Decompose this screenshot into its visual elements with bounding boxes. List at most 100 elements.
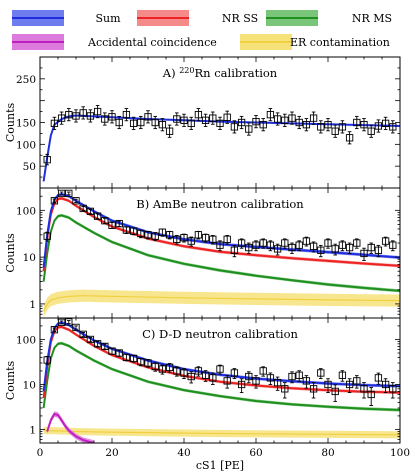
data-marker (50, 326, 59, 334)
data-point (259, 366, 267, 377)
data-marker (115, 349, 123, 357)
y-tick-label: 250 (16, 74, 36, 86)
x-axis-label: cS1 [PE] (196, 459, 244, 472)
data-point (216, 364, 224, 375)
data-point (165, 230, 174, 240)
data-point (173, 112, 181, 126)
data-point (93, 212, 102, 220)
data-point (65, 318, 73, 326)
data-point (288, 242, 296, 254)
data-marker (201, 371, 210, 379)
series-line-nrms (42, 342, 400, 411)
data-point (331, 384, 339, 402)
data-marker (252, 377, 260, 385)
data-point (259, 238, 267, 249)
data-marker (79, 204, 87, 213)
data-point (57, 318, 66, 327)
data-point (209, 111, 217, 125)
data-marker (273, 245, 282, 253)
data-point (237, 238, 246, 249)
data-point (144, 110, 152, 124)
y-axis-label: Counts (4, 361, 17, 401)
panel-rn-calibration: 50 100 150 250 Counts A) 220Rn calibration (4, 56, 401, 189)
y-tick-label: 100 (16, 205, 36, 217)
data-marker (281, 116, 289, 124)
data-point (50, 197, 59, 205)
data-point (230, 120, 239, 134)
data-marker (317, 123, 325, 131)
data-point (50, 116, 59, 130)
data-point (324, 238, 332, 249)
data-point (331, 124, 339, 138)
data-marker (259, 367, 267, 375)
data-marker (309, 385, 318, 393)
y-ticks: 50 100 150 250 (16, 56, 400, 189)
data-marker (86, 112, 95, 120)
data-marker (57, 318, 66, 327)
data-marker (295, 118, 303, 127)
data-point (281, 238, 289, 249)
data-marker (165, 231, 174, 239)
panel-dd-calibration: 1 10 100 Counts C) D-D neutron calibration 0 2… (4, 317, 410, 459)
data-point (266, 240, 275, 252)
data-point (43, 355, 51, 365)
data-point (389, 382, 397, 399)
data-marker (389, 241, 397, 249)
legend-label: ER contamination (290, 36, 390, 49)
data-marker (194, 110, 203, 119)
data-marker (79, 330, 87, 338)
data-point (79, 330, 87, 338)
data-point (151, 232, 159, 242)
y-axis-label: Counts (4, 103, 17, 143)
data-point (302, 375, 311, 389)
data-point (129, 227, 138, 236)
legend-label: Sum (95, 12, 121, 25)
data-marker (381, 237, 390, 245)
plot-area (42, 318, 400, 443)
data-marker (389, 123, 397, 131)
data-marker (338, 371, 347, 379)
series-band-nrms (43, 341, 400, 412)
x-tick-label: 60 (249, 447, 262, 459)
data-point (252, 375, 260, 389)
y-tick-label: 150 (16, 118, 36, 130)
data-marker (108, 113, 116, 121)
data-point (57, 189, 66, 198)
data-point (345, 131, 354, 145)
series-band-er (43, 289, 400, 318)
data-point (281, 113, 289, 127)
data-point (187, 236, 195, 247)
data-point (137, 229, 145, 239)
data-marker (324, 121, 332, 129)
data-marker (324, 239, 332, 247)
data-point (216, 116, 224, 130)
series-band-er (43, 426, 400, 439)
series-line-nrss (42, 325, 400, 399)
data-marker (216, 241, 224, 249)
data-marker (252, 117, 260, 126)
data-point (374, 119, 383, 133)
data-point (194, 230, 203, 240)
panel-title: C) D-D neutron calibration (142, 327, 298, 341)
data-point (201, 233, 210, 243)
data-marker (137, 229, 145, 238)
data-marker (165, 127, 174, 135)
data-marker (288, 114, 296, 122)
data-marker (122, 110, 131, 119)
series-line-nrss (42, 197, 400, 272)
legend-label: NR MS (352, 12, 392, 25)
data-marker (309, 114, 318, 122)
data-marker (381, 380, 390, 389)
data-point (86, 109, 95, 123)
data-point (302, 236, 311, 247)
data-point (367, 386, 375, 406)
series-line-er (43, 295, 400, 312)
legend-label: NR SS (222, 12, 258, 25)
data-marker (266, 374, 275, 382)
data-marker (65, 189, 73, 198)
data-marker (281, 239, 289, 247)
data-point (115, 219, 123, 228)
data-point (137, 115, 145, 130)
data-point (93, 340, 102, 348)
